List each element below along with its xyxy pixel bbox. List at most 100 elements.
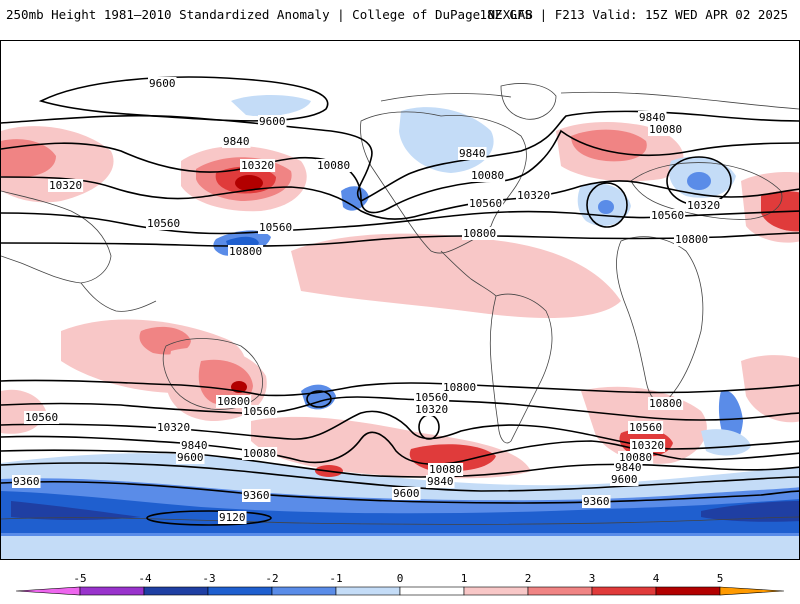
contour-10560-south bbox=[1, 396, 799, 421]
contour-label-halo bbox=[176, 451, 205, 464]
header: 250mb Height 1981–2010 Standardized Anom… bbox=[0, 0, 800, 40]
colorbar-tick-label: 0 bbox=[397, 572, 404, 585]
contour-label: 10320 bbox=[157, 421, 190, 434]
contour-label: 10560 bbox=[415, 391, 448, 404]
coast-africa bbox=[616, 236, 704, 403]
contour-label: 9840 bbox=[181, 439, 208, 452]
swatch-minus-3 bbox=[207, 586, 273, 596]
swatch-minus-2 bbox=[271, 586, 337, 596]
colorbar-tick-label: 5 bbox=[717, 572, 724, 585]
contour-10800-north bbox=[1, 232, 799, 247]
anomaly-positive-tropics-west-core bbox=[139, 326, 191, 355]
coastlines bbox=[1, 83, 799, 525]
contour-label: 10320 bbox=[241, 159, 274, 172]
contour-label-halo bbox=[240, 159, 276, 172]
colorbar-tick-label: -3 bbox=[202, 572, 215, 585]
coast-se-asia bbox=[80, 282, 157, 312]
contour-label-halo bbox=[156, 421, 192, 434]
anomaly-positive-se bbox=[741, 355, 799, 423]
contour-label: 10320 bbox=[687, 199, 720, 212]
contour-9600-south bbox=[1, 462, 799, 492]
colorbar-tick-label: -4 bbox=[138, 572, 152, 585]
contour-label-halo bbox=[228, 245, 264, 258]
contour-label: 10800 bbox=[463, 227, 496, 240]
coast-asia bbox=[1, 190, 112, 284]
swatch-plus-2 bbox=[527, 586, 593, 596]
contour-label-halo bbox=[146, 217, 182, 230]
contour-label-halo bbox=[426, 475, 455, 488]
contour-label: 10080 bbox=[649, 123, 682, 136]
colorbar-tick-label: -5 bbox=[73, 572, 86, 585]
coast-central-america bbox=[440, 250, 497, 297]
coast-greenland bbox=[500, 83, 557, 120]
colorbar-tick-label: -1 bbox=[329, 572, 342, 585]
swatch-zero bbox=[399, 586, 465, 596]
anomaly-positive-nw-core bbox=[1, 139, 56, 178]
coast-antarctica bbox=[1, 516, 799, 525]
map-title: 250mb Height 1981–2010 Standardized Anom… bbox=[6, 7, 533, 22]
contour-label: 9360 bbox=[583, 495, 610, 508]
contour-label-halo bbox=[462, 227, 498, 240]
contour-label: 9600 bbox=[177, 451, 204, 464]
contour-label: 9840 bbox=[223, 135, 250, 148]
coast-arctic bbox=[380, 91, 799, 110]
contour-label-halo bbox=[470, 169, 506, 182]
contour-label-halo bbox=[414, 403, 450, 416]
map-panel[interactable]: 9600 9600 9840 10320 10080 10320 10560 1… bbox=[0, 40, 800, 560]
anomaly-shading bbox=[1, 95, 799, 559]
colorbar-ticks: -5 -4 -3 -2 -1 0 1 2 3 4 5 bbox=[73, 572, 723, 585]
colorbar-swatches bbox=[15, 586, 785, 596]
contour-label: 10800 bbox=[443, 381, 476, 394]
anomaly-positive-pacific-max bbox=[235, 175, 263, 191]
contour-label-halo bbox=[148, 77, 177, 90]
contour-label-halo bbox=[614, 461, 643, 474]
contour-label-halo bbox=[686, 199, 722, 212]
contour-label: 9840 bbox=[615, 461, 642, 474]
colorbar-svg: -5 -4 -3 -2 -1 0 1 2 3 4 5 bbox=[15, 572, 785, 596]
swatch-minus-5 bbox=[15, 586, 81, 596]
contour-label: 10320 bbox=[517, 189, 550, 202]
run-info: 18Z GFS | F213 Valid: 15Z WED APR 02 202… bbox=[479, 7, 788, 22]
contour-label-halo bbox=[650, 209, 686, 222]
colorbar-tick-label: 3 bbox=[589, 572, 596, 585]
map-svg: 9600 9600 9840 10320 10080 10320 10560 1… bbox=[1, 76, 799, 559]
contour-label: 9840 bbox=[639, 111, 666, 124]
contour-10800-south bbox=[1, 379, 799, 397]
contour-label-halo bbox=[24, 411, 60, 424]
swatch-minus-4-5 bbox=[79, 586, 145, 596]
anomaly-negative-europe-core bbox=[687, 172, 711, 190]
contour-label: 10320 bbox=[415, 403, 448, 416]
contour-9360-south bbox=[1, 480, 799, 504]
contour-label: 10560 bbox=[259, 221, 292, 234]
contour-label: 10560 bbox=[469, 197, 502, 210]
anomaly-colorbar: -5 -4 -3 -2 -1 0 1 2 3 4 5 bbox=[0, 558, 800, 600]
colorbar-tick-label: 4 bbox=[653, 572, 660, 585]
contour-label-halo bbox=[468, 197, 504, 210]
contour-label-halo bbox=[610, 473, 639, 486]
anomaly-positive-tropical-band bbox=[291, 233, 621, 318]
colorbar-tick-label: -2 bbox=[265, 572, 278, 585]
contour-10320-atlantic-low bbox=[586, 182, 628, 228]
contour-label-halo bbox=[258, 221, 294, 234]
anomaly-negative-south-atlantic-2 bbox=[701, 429, 751, 456]
contour-label-halo bbox=[392, 487, 421, 500]
colorbar-tick-label: 2 bbox=[525, 572, 532, 585]
contour-label-halo bbox=[674, 233, 710, 246]
contour-label: 9600 bbox=[149, 77, 176, 90]
contour-label-halo bbox=[316, 159, 352, 172]
contour-label-halo bbox=[218, 511, 247, 524]
contour-label-halo bbox=[258, 115, 287, 128]
anomaly-very-strong-negative bbox=[11, 501, 799, 522]
contour-label-halo bbox=[414, 391, 450, 404]
anomaly-negative-north bbox=[231, 95, 311, 117]
contour-label: 10320 bbox=[631, 439, 664, 452]
contour-label: 10560 bbox=[629, 421, 662, 434]
anomaly-strong-negative-antarctic bbox=[1, 491, 799, 533]
swatch-minus-4 bbox=[143, 586, 209, 596]
contour-label-halo bbox=[648, 397, 684, 410]
contour-label-halo bbox=[648, 123, 684, 136]
contour-label: 9840 bbox=[459, 147, 486, 160]
contour-label-halo bbox=[48, 179, 84, 192]
anomaly-positive-australia-core bbox=[198, 359, 253, 406]
contour-label-halo bbox=[458, 147, 487, 160]
